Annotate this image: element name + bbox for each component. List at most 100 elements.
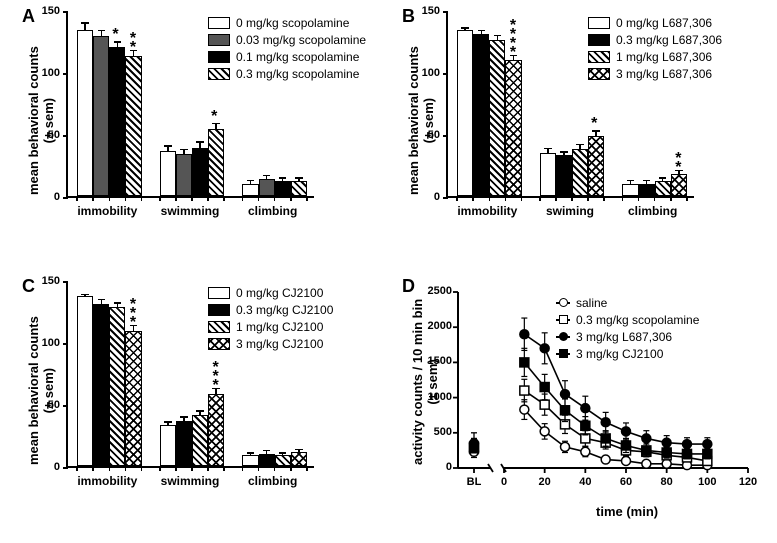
legend-label: 0 mg/kg scopolamine	[236, 16, 349, 30]
legend-label: 3 mg/kg L687,306	[576, 330, 672, 344]
error-bar	[563, 151, 565, 155]
ytick-label: 50	[32, 129, 60, 141]
panel-d-label: D	[402, 276, 415, 297]
error-bar	[630, 180, 632, 184]
bar	[192, 148, 208, 196]
legend-label: 1 mg/kg L687,306	[616, 50, 712, 64]
legend-label: 0 mg/kg CJ2100	[236, 286, 323, 300]
ytick-label: 100	[32, 337, 60, 349]
xtick-label: 120	[736, 476, 760, 488]
category-label: immobility	[446, 204, 529, 218]
xtick-label: 0	[492, 476, 516, 488]
category-label: swimming	[149, 204, 232, 218]
category-label: swiming	[529, 204, 612, 218]
bar	[291, 452, 307, 466]
legend-swatch	[208, 68, 230, 80]
ytick-label: 50	[32, 399, 60, 411]
error-bar	[183, 149, 185, 154]
legend-marker	[559, 315, 568, 324]
ytick-label: 150	[32, 275, 60, 287]
legend-swatch	[588, 68, 610, 80]
legend-item: 0.3 mg/kg L687,306	[588, 33, 722, 47]
error-bar	[101, 299, 103, 304]
error-bar	[464, 27, 466, 29]
ytick-label: 100	[32, 67, 60, 79]
legend-swatch	[588, 51, 610, 63]
xtick-label: 60	[614, 476, 638, 488]
error-bar	[579, 144, 581, 149]
ytick-label: 50	[412, 129, 440, 141]
ytick-label: 0	[32, 191, 60, 203]
ytick-label: 100	[412, 67, 440, 79]
legend-item: 1 mg/kg L687,306	[588, 50, 722, 64]
legend-label: 0 mg/kg L687,306	[616, 16, 712, 30]
bar	[125, 331, 141, 466]
legend-item: 3 mg/kg L687,306	[556, 330, 699, 344]
error-bar	[481, 30, 483, 34]
legend-label: 3 mg/kg L687,306	[616, 67, 712, 81]
bar	[176, 154, 192, 196]
ytick-label: 2000	[418, 320, 452, 332]
legend-swatch	[208, 17, 230, 29]
bar	[588, 136, 604, 196]
legend-item: 0 mg/kg L687,306	[588, 16, 722, 30]
bar	[109, 307, 125, 466]
legend-swatch	[208, 304, 230, 316]
panel-c-legend: 0 mg/kg CJ21000.3 mg/kg CJ21001 mg/kg CJ…	[208, 286, 333, 354]
ytick-label: 150	[32, 5, 60, 17]
significance-marker: **	[674, 150, 682, 168]
bar	[259, 454, 275, 466]
panel-a-legend: 0 mg/kg scopolamine 0.03 mg/kg scopolamin…	[208, 16, 366, 84]
legend-label: 0.03 mg/kg scopolamine	[236, 33, 366, 47]
bar	[275, 455, 291, 466]
error-bar	[298, 449, 300, 453]
legend-item: 0.3 mg/kg scopolamine	[556, 313, 699, 327]
error-bar	[199, 141, 201, 147]
bar	[77, 30, 93, 196]
legend-label: 3 mg/kg CJ2100	[576, 347, 663, 361]
error-bar	[646, 180, 648, 184]
error-bar	[298, 177, 300, 181]
legend-swatch	[588, 17, 610, 29]
ytick-label: 0	[32, 461, 60, 473]
panel-d-xlabel: time (min)	[596, 504, 658, 519]
legend-marker	[559, 332, 568, 341]
legend-marker	[559, 349, 568, 358]
error-bar	[266, 175, 268, 179]
legend-swatch	[588, 34, 610, 46]
legend-label: 0.1 mg/kg scopolamine	[236, 50, 359, 64]
error-bar	[547, 148, 549, 153]
significance-marker: ****	[509, 17, 517, 53]
legend-item: 3 mg/kg CJ2100	[208, 337, 333, 351]
error-bar	[282, 177, 284, 181]
xtick-label: 80	[655, 476, 679, 488]
bar	[93, 36, 109, 196]
bar	[457, 30, 473, 196]
panel-b-legend: 0 mg/kg L687,306 0.3 mg/kg L687,306 1 mg/k…	[588, 16, 722, 84]
error-bar	[513, 55, 515, 60]
bar	[655, 181, 671, 196]
legend-item: 0.3 mg/kg scopolamine	[208, 67, 366, 81]
category-label: immobility	[66, 204, 149, 218]
category-label: climbing	[611, 204, 694, 218]
bar	[540, 153, 556, 196]
category-label: swimming	[149, 474, 232, 488]
legend-item: saline	[556, 296, 699, 310]
legend-label: saline	[576, 296, 607, 310]
bar	[259, 179, 275, 196]
error-bar	[497, 35, 499, 40]
legend-label: 0.3 mg/kg L687,306	[616, 33, 722, 47]
bar	[208, 394, 224, 466]
ytick-label: 1500	[418, 355, 452, 367]
bar	[639, 184, 655, 196]
bar	[505, 60, 521, 196]
error-bar	[662, 177, 664, 181]
error-bar	[678, 170, 680, 174]
significance-marker: **	[129, 30, 137, 48]
error-bar	[101, 30, 103, 36]
error-bar	[117, 302, 119, 307]
bar	[489, 40, 505, 196]
xtick-label: 40	[573, 476, 597, 488]
bar	[291, 181, 307, 196]
legend-label: 1 mg/kg CJ2100	[236, 320, 323, 334]
